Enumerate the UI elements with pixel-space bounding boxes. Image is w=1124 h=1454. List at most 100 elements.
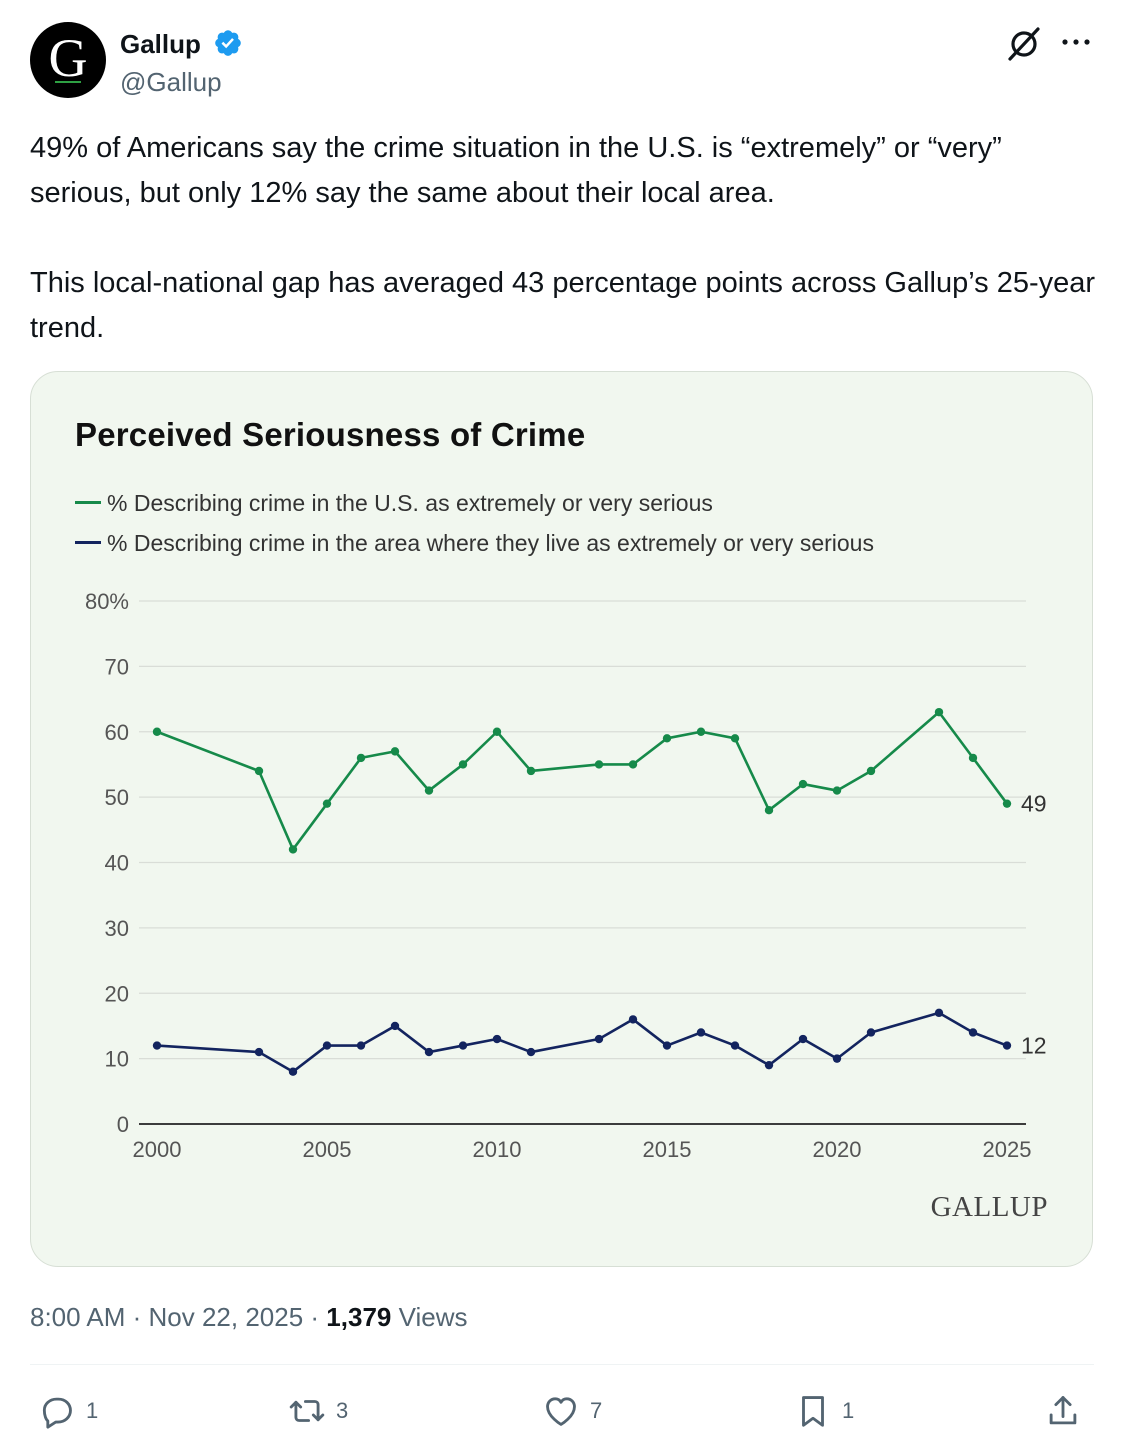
data-point	[458, 760, 468, 769]
data-point	[798, 1034, 808, 1044]
data-point	[696, 727, 706, 736]
data-point	[1002, 799, 1012, 808]
data-point	[968, 1028, 978, 1037]
data-point	[288, 845, 298, 854]
data-point	[968, 753, 978, 763]
y-tick-label: 60	[105, 720, 129, 745]
bookmark-button[interactable]: 1	[794, 1386, 854, 1436]
data-point	[594, 1034, 604, 1044]
meta-separator: ·	[125, 1302, 149, 1332]
legend-label-national: % Describing crime in the U.S. as extrem…	[107, 490, 713, 516]
data-point	[934, 707, 944, 717]
y-tick-label: 40	[105, 851, 129, 876]
line-chart: 0 10 20 30 40 50 60 70 80% 2000 2005 2010 2015 2020 20…	[85, 589, 1047, 1162]
author-handle[interactable]: @Gallup	[120, 67, 222, 97]
data-point	[866, 1028, 876, 1037]
more-options-icon[interactable]	[1058, 30, 1094, 54]
avatar[interactable]: G	[30, 22, 106, 98]
y-tick-label: 0	[117, 1112, 129, 1137]
data-point	[628, 760, 638, 769]
author-name[interactable]: Gallup	[120, 29, 201, 59]
tweet-meta: 8:00 AM · Nov 22, 2025 · 1,379 Views	[30, 1300, 468, 1334]
data-point	[492, 727, 502, 736]
x-tick-label: 2015	[643, 1137, 692, 1162]
data-point	[730, 734, 740, 743]
data-point	[458, 1041, 468, 1050]
verified-badge-icon	[215, 30, 241, 56]
data-point	[764, 806, 774, 815]
data-point	[934, 1008, 944, 1018]
data-point	[424, 786, 434, 795]
grok-icon[interactable]	[1004, 24, 1044, 64]
retweet-count: 3	[336, 1398, 349, 1423]
action-bar: 1 3 7 1	[30, 1386, 1094, 1436]
legend-item-national: % Describing crime in the U.S. as extrem…	[75, 488, 713, 518]
divider	[30, 1364, 1094, 1365]
x-tick-label: 2005	[303, 1137, 352, 1162]
data-point	[798, 779, 808, 789]
data-point	[152, 1041, 162, 1050]
like-button[interactable]: 7	[542, 1386, 602, 1436]
data-point	[594, 760, 604, 769]
legend-swatch-national	[75, 501, 101, 505]
x-tick-label: 2000	[133, 1137, 182, 1162]
data-point	[356, 753, 366, 763]
data-point	[526, 766, 536, 776]
legend-swatch-local	[75, 541, 101, 545]
x-tick-label: 2025	[983, 1137, 1032, 1162]
retweet-button[interactable]: 3	[288, 1386, 348, 1436]
data-point	[662, 734, 672, 743]
series-line-0	[156, 710, 1009, 851]
gallup-logo: GALLUP	[930, 1191, 1048, 1223]
reply-icon	[42, 1397, 72, 1429]
data-point	[866, 766, 876, 776]
retweet-icon	[289, 1400, 325, 1422]
bookmark-count: 1	[842, 1398, 855, 1423]
tweet-header: G Gallup @Gallup	[30, 22, 1094, 102]
tweet-date[interactable]: Nov 22, 2025	[148, 1302, 304, 1332]
data-point	[254, 1047, 264, 1057]
end-value-label: 12	[1021, 1033, 1047, 1059]
data-point	[254, 766, 264, 776]
views-label: Views	[398, 1302, 468, 1332]
data-point	[152, 727, 162, 736]
data-point	[322, 799, 332, 808]
views-count: 1,379	[326, 1302, 392, 1332]
chart-image[interactable]: Perceived Seriousness of Crime % Describ…	[30, 371, 1093, 1267]
data-point	[424, 1047, 434, 1057]
data-point	[356, 1041, 366, 1050]
heart-icon	[546, 1397, 576, 1426]
data-point	[730, 1041, 740, 1050]
tweet-paragraph-2: This local-national gap has averaged 43 …	[30, 267, 1096, 344]
like-count: 7	[590, 1398, 603, 1423]
data-point	[526, 1047, 536, 1057]
data-point	[1002, 1041, 1012, 1050]
legend-item-local: % Describing crime in the area where the…	[75, 528, 874, 558]
y-tick-label: 30	[105, 916, 129, 941]
data-point	[764, 1060, 774, 1070]
tweet-time[interactable]: 8:00 AM	[30, 1302, 126, 1332]
reply-button[interactable]: 1	[38, 1386, 98, 1436]
data-point	[492, 1034, 502, 1044]
data-point	[390, 747, 400, 756]
avatar-letter: G	[48, 28, 88, 88]
x-tick-label: 2010	[473, 1137, 522, 1162]
data-point	[662, 1041, 672, 1050]
legend-label-local: % Describing crime in the area where the…	[107, 530, 874, 556]
end-value-label: 49	[1021, 791, 1047, 817]
tweet-paragraph-1: 49% of Americans say the crime situation…	[30, 132, 1002, 209]
avatar-accent	[55, 81, 81, 83]
meta-separator-2: ·	[303, 1302, 327, 1332]
reply-count: 1	[86, 1398, 99, 1423]
data-point	[832, 786, 842, 795]
y-tick-label: 50	[105, 785, 129, 810]
series-line-1	[156, 1011, 1008, 1074]
share-button[interactable]	[1044, 1386, 1082, 1436]
data-point	[696, 1028, 706, 1037]
y-tick-label: 20	[105, 981, 129, 1006]
x-tick-label: 2020	[813, 1137, 862, 1162]
data-point	[390, 1021, 400, 1031]
y-tick-label: 70	[105, 654, 129, 679]
data-point	[322, 1041, 332, 1050]
y-tick-label: 10	[105, 1047, 129, 1072]
